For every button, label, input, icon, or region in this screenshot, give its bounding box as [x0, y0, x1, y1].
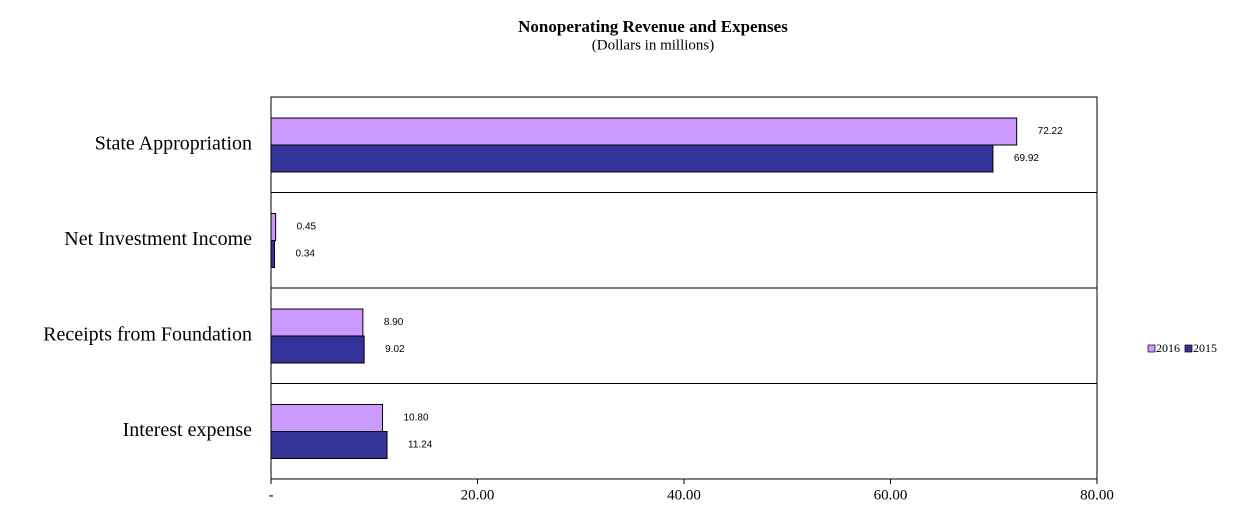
bar [270, 308, 364, 337]
bar [270, 117, 1018, 146]
x-tick-label: - [269, 487, 274, 503]
chart-title: Nonoperating Revenue and Expenses [518, 17, 788, 36]
y-tick-label: Receipts from Foundation [43, 323, 252, 345]
x-tick-label: 40.00 [667, 487, 701, 503]
legend-label: 2015 [1193, 341, 1217, 355]
value-label: 72.22 [1038, 126, 1063, 137]
bar [270, 335, 365, 364]
value-label: 0.45 [297, 222, 317, 233]
bar [270, 213, 277, 241]
y-tick-label: State Appropriation [95, 132, 252, 154]
value-label: 9.02 [385, 344, 405, 355]
x-tick-label: 60.00 [874, 487, 908, 503]
y-tick-label: Interest expense [123, 419, 253, 441]
legend-swatch [1184, 344, 1193, 353]
legend-swatch [1147, 344, 1156, 353]
chart-subtitle: (Dollars in millions) [592, 37, 715, 53]
bar [270, 144, 994, 173]
value-label: 0.34 [296, 249, 316, 260]
bar [270, 431, 388, 459]
y-tick-label: Net Investment Income [64, 228, 252, 250]
bar [270, 240, 276, 268]
value-label: 8.90 [384, 317, 404, 328]
value-label: 69.92 [1014, 153, 1039, 164]
x-tick-label: 20.00 [461, 487, 495, 503]
bar [270, 404, 384, 432]
legend-label: 2016 [1156, 341, 1180, 355]
x-tick-label: 80.00 [1080, 487, 1114, 503]
value-label: 11.24 [408, 440, 433, 451]
value-label: 10.80 [404, 413, 429, 424]
